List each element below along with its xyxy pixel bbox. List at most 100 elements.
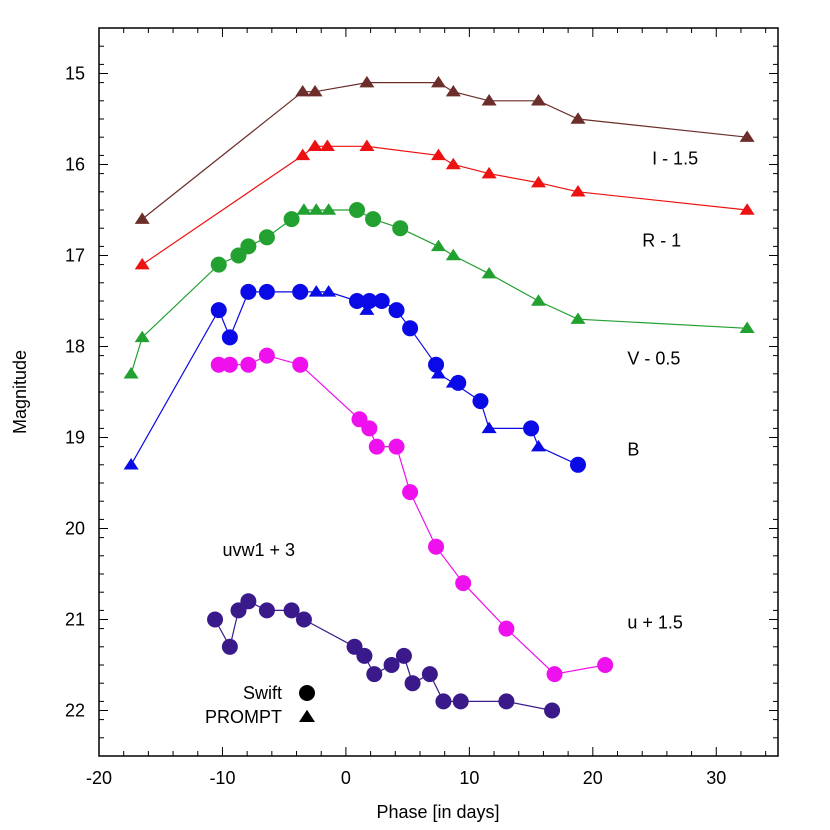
y-tick-label: 22 [65,701,85,721]
data-point-triangle-B [308,285,324,297]
data-point-circle-B [523,420,540,437]
series-line-I [141,81,748,220]
y-tick-label: 19 [65,428,85,448]
data-point-circle-uvw1 [597,657,614,673]
data-point-circle-V [210,256,227,273]
data-point-triangle-I [307,84,323,97]
plot-frame [98,27,779,757]
y-tick-label: 18 [65,337,85,357]
data-point-circle-uvw1 [368,438,385,455]
data-point-circle-B [428,356,445,373]
x-tick-label: -10 [209,768,235,788]
data-point-triangle-V [123,367,139,379]
band-label: B [627,440,639,460]
data-point-circle-uvw1 [361,420,378,437]
data-point-circle-uvw1 [258,347,275,364]
data-point-circle-B [221,329,238,346]
data-point-triangle-B [123,458,139,470]
data-point-circle-uvw1 [388,438,405,455]
data-point-circle-B [240,283,257,300]
series-uvw1 [210,347,614,683]
data-point-circle-u [283,602,300,619]
data-point-triangle-V [570,312,586,324]
data-point-triangle-I [359,75,375,88]
y-tick-label: 21 [65,610,85,630]
data-point-triangle-V [308,203,324,215]
data-point-circle-B [388,302,405,319]
series-layer [123,75,755,719]
data-point-circle-u [366,666,383,683]
data-point-triangle-I [570,112,586,124]
data-point-circle-u [240,593,257,610]
data-point-circle-u [221,638,238,655]
data-point-circle-B [292,283,309,300]
data-point-circle-u [544,702,561,719]
data-point-circle-V [240,238,257,255]
data-point-circle-u [295,611,312,628]
band-label: uvw1 + 3 [222,540,295,560]
axis-ticks: -20 -10 0 10 20 30 15 16 17 18 19 20 21 22 [65,27,778,788]
legend-label: Swift [243,683,282,703]
data-point-triangle-V [134,330,150,343]
data-point-triangle-V [321,203,337,215]
series-line-B [130,291,579,466]
legend: Swift PROMPT [205,683,315,727]
x-tick-label: -20 [86,768,112,788]
data-point-triangle-R [431,148,446,161]
band-label: u + 1.5 [627,613,683,633]
data-point-circle-V [365,211,382,228]
data-point-triangle-R [319,139,335,152]
data-point-triangle-R [739,203,755,215]
data-point-circle-V [258,229,275,246]
series-line-uvw1 [218,354,606,675]
data-point-circle-u [207,611,224,628]
data-point-triangle-V [431,239,446,252]
data-point-circle-uvw1 [455,575,472,592]
data-point-circle-uvw1 [292,356,309,373]
band-label: R - 1 [642,230,681,250]
legend-marker-circle [299,685,315,701]
data-point-circle-u [395,647,412,664]
data-point-triangle-V [739,321,755,334]
data-point-triangle-R [445,157,461,170]
data-point-circle-B [373,293,390,309]
data-point-circle-uvw1 [498,620,515,637]
x-axis-title: Phase [in days] [376,802,499,822]
data-point-triangle-B [530,439,546,452]
series-I [134,75,755,224]
x-tick-label: 20 [583,768,603,788]
data-point-triangle-I [481,94,497,106]
x-tick-label: 0 [341,768,351,788]
data-point-circle-u [356,647,373,664]
data-point-circle-uvw1 [221,356,238,373]
data-point-triangle-I [530,94,546,106]
data-point-circle-uvw1 [402,484,419,501]
data-point-triangle-R [570,185,586,197]
data-point-triangle-V [296,203,312,215]
data-point-circle-u [452,693,469,710]
data-point-circle-V [392,220,409,237]
data-point-circle-u [435,693,452,710]
x-tick-label: 10 [459,768,479,788]
x-tick-label: 30 [706,768,726,788]
data-point-triangle-V [530,294,546,306]
y-tick-label: 15 [65,64,85,84]
data-point-circle-uvw1 [210,356,227,373]
y-tick-label: 17 [65,246,85,266]
y-axis-title: Magnitude [10,350,30,434]
legend-label: PROMPT [205,707,282,727]
data-point-circle-u [498,693,515,710]
series-B [123,283,587,473]
data-point-circle-V [349,202,366,218]
band-label: I - 1.5 [652,149,698,169]
series-V [123,202,755,379]
data-point-triangle-R [359,139,375,152]
data-point-triangle-R [295,148,311,161]
data-point-circle-u [383,657,400,673]
series-u [207,593,561,719]
data-point-circle-B [258,283,275,300]
data-point-circle-uvw1 [546,666,563,683]
data-point-triangle-B [431,367,446,379]
series-R [134,139,755,270]
